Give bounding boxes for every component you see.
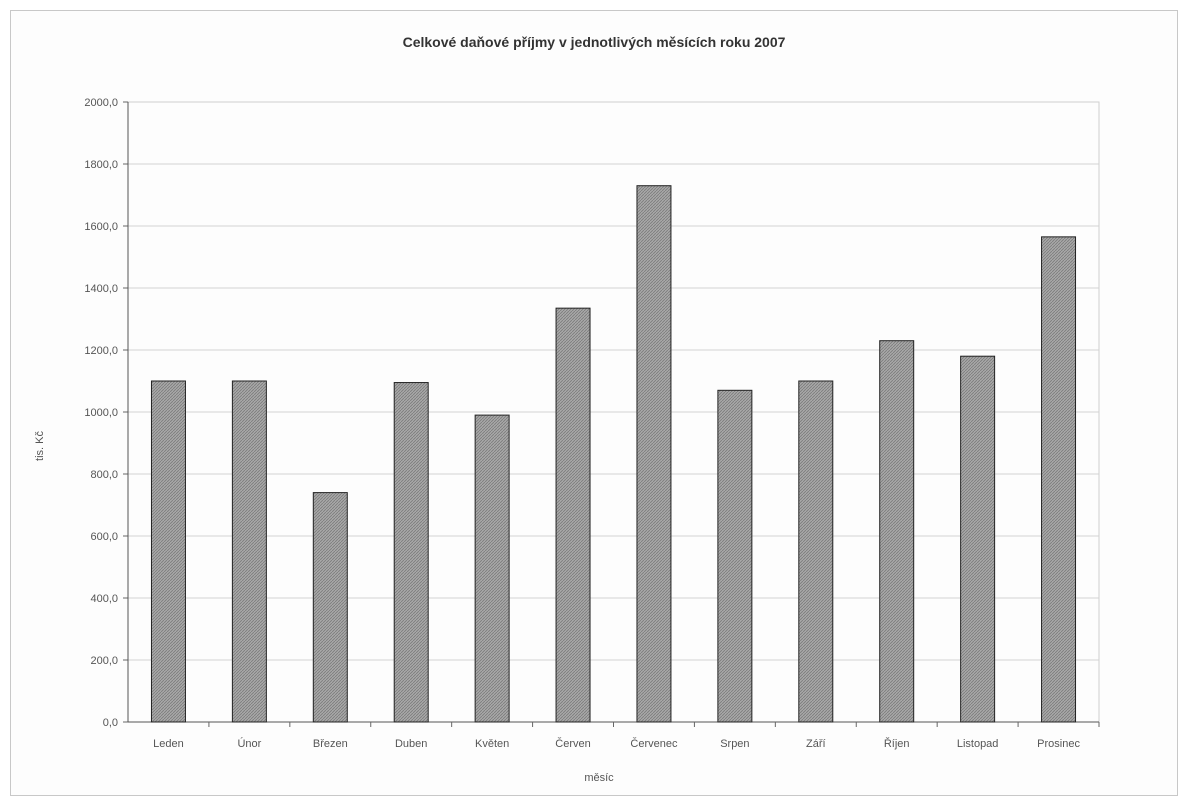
bar-4 [474, 414, 510, 723]
x-tick-label: Srpen [720, 738, 749, 750]
y-tick-label: 600,0 [90, 531, 118, 543]
bar-6 [636, 185, 672, 723]
x-tick-label: Červen [555, 737, 590, 750]
bar-9 [879, 340, 915, 723]
y-axis-label: tis. Kč [34, 431, 46, 461]
y-tick-label: 200,0 [90, 655, 118, 667]
bars [150, 185, 1077, 723]
gridlines [128, 101, 1099, 661]
bar-7 [717, 389, 753, 723]
x-axis-label: měsíc [584, 772, 614, 784]
y-tick-label: 0,0 [103, 717, 118, 729]
bar-11 [1041, 236, 1077, 723]
chart-title: Celkové daňové příjmy v jednotlivých měs… [403, 34, 786, 50]
x-tick-label: Listopad [957, 738, 999, 750]
y-tick-label: 800,0 [90, 469, 118, 481]
x-tick-label: Květen [475, 738, 509, 750]
bar-10 [960, 355, 996, 723]
y-tick-label: 1800,0 [84, 159, 118, 171]
x-tick-labels: Leden Únor Březen Duben Květen Červen Červenec… [153, 737, 1080, 750]
y-tick-label: 1200,0 [84, 345, 118, 357]
y-tick-label: 1000,0 [84, 407, 118, 419]
bar-3 [393, 382, 429, 723]
y-tick-label: 1400,0 [84, 283, 118, 295]
x-tick-label: Duben [395, 738, 427, 750]
bar-1 [231, 380, 267, 723]
x-tick-label: Září [806, 738, 826, 750]
bar-0 [150, 380, 186, 723]
x-tick-label: Únor [237, 737, 261, 750]
y-tick-label: 2000,0 [84, 97, 118, 109]
bar-chart: Celkové daňové příjmy v jednotlivých měs… [34, 34, 1100, 784]
y-tick-label: 400,0 [90, 593, 118, 605]
y-tick-labels: 0,0 200,0 400,0 600,0 800,0 1000,0 1200,0 1400,… [84, 97, 118, 729]
chart-frame: Celkové daňové příjmy v jednotlivých měs… [10, 10, 1178, 796]
x-tick-label: Říjen [884, 737, 910, 750]
bar-2 [312, 492, 348, 723]
x-tick-label: Březen [313, 738, 348, 750]
bar-8 [798, 380, 834, 723]
axes [123, 101, 1100, 727]
x-tick-label: Leden [153, 738, 184, 750]
x-tick-label: Prosinec [1037, 738, 1080, 750]
x-tick-label: Červenec [630, 737, 678, 750]
y-tick-label: 1600,0 [84, 221, 118, 233]
bar-5 [555, 307, 591, 723]
